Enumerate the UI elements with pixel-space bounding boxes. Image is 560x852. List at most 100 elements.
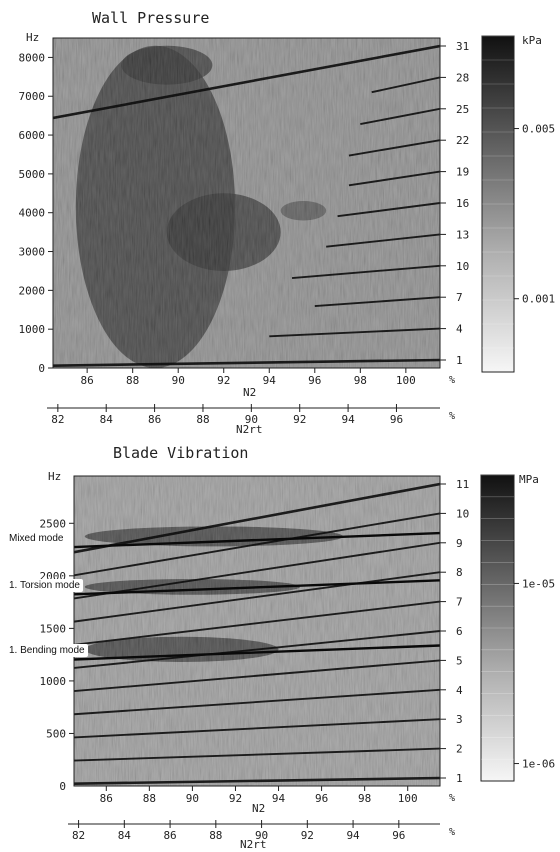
wall-pressure-y-unit: Hz xyxy=(26,31,39,44)
order-tick-label: 1 xyxy=(456,354,463,367)
x-tick-label: 88 xyxy=(143,792,156,805)
y-tick-label: 1000 xyxy=(40,675,67,688)
x-tick-label: 88 xyxy=(126,374,139,387)
engine-order-line xyxy=(74,747,440,762)
mode-label: Mixed mode xyxy=(6,532,67,546)
order-tick-label: 22 xyxy=(456,134,469,147)
x-tick-label: 100 xyxy=(396,374,416,387)
mode-line xyxy=(74,644,440,661)
mode-line xyxy=(74,531,440,549)
order-tick-label: 9 xyxy=(456,537,463,550)
colorbar-tick-label: 0.005 xyxy=(522,123,555,136)
secondary-x-tick-label: 84 xyxy=(118,829,132,842)
order-tick-label: 3 xyxy=(456,713,463,726)
blade-vibration-chart: Blade Vibration Hz 50010001500200025000 … xyxy=(40,444,556,851)
engine-order-line xyxy=(74,776,440,785)
engine-order-line xyxy=(74,482,440,554)
blade-vibration-colorbar-unit: MPa xyxy=(519,473,539,486)
x-tick-label: 98 xyxy=(358,792,371,805)
order-tick-label: 25 xyxy=(456,103,469,116)
y-tick-label: 0 xyxy=(38,362,45,375)
y-tick-label: 8000 xyxy=(19,51,46,64)
wall-pressure-x-unit: % xyxy=(449,375,455,386)
order-tick-label: 10 xyxy=(456,507,469,520)
x-tick-label: 90 xyxy=(186,792,199,805)
blade-vibration-title: Blade Vibration xyxy=(113,444,248,462)
engine-order-line xyxy=(53,44,440,120)
order-tick-label: 7 xyxy=(456,291,463,304)
y-tick-label: 3000 xyxy=(19,246,46,259)
x-tick-label: 86 xyxy=(100,792,113,805)
order-tick-label: 4 xyxy=(456,684,463,697)
order-tick-label: 7 xyxy=(456,596,463,609)
engine-order-line xyxy=(74,600,440,646)
y-tick-label: 1500 xyxy=(40,622,67,635)
secondary-x-tick-label: 82 xyxy=(51,413,64,426)
wall-pressure-colorbar xyxy=(481,35,515,373)
x-tick-label: 94 xyxy=(263,374,277,387)
wall-pressure-colorbar-unit: kPa xyxy=(522,34,542,47)
secondary-x-tick-label: 88 xyxy=(209,829,222,842)
colorbar-tick-label: 1e-05 xyxy=(522,577,555,590)
y-tick-label: 7000 xyxy=(19,90,46,103)
secondary-x-tick-label: 96 xyxy=(392,829,405,842)
order-tick-label: 31 xyxy=(456,40,469,53)
wall-pressure-title: Wall Pressure xyxy=(92,9,209,27)
mode-line xyxy=(74,579,440,596)
y-tick-label: 0 xyxy=(59,780,66,793)
wall-pressure-chart: Wall Pressure Hz 0 1000 2000 3000 4000 5000 60… xyxy=(19,9,556,436)
secondary-x-tick-label: 96 xyxy=(390,413,403,426)
x-tick-label: 100 xyxy=(398,792,418,805)
engine-order-line xyxy=(74,512,440,577)
secondary-x-tick-label: 86 xyxy=(148,413,161,426)
order-tick-label: 28 xyxy=(456,71,469,84)
engine-order-line xyxy=(74,659,440,693)
order-tick-label: 2 xyxy=(456,743,463,756)
engine-order-line xyxy=(348,170,440,187)
blade-vibration-x-unit: % xyxy=(449,793,455,804)
engine-order-line xyxy=(326,233,440,248)
x-tick-label: 86 xyxy=(81,374,94,387)
order-tick-label: 11 xyxy=(456,478,469,491)
engine-order-line xyxy=(74,718,440,739)
engine-order-line xyxy=(74,688,440,716)
engine-order-line xyxy=(74,630,440,669)
order-tick-label: 6 xyxy=(456,625,463,638)
blade-vibration-xlabel: N2 xyxy=(252,802,265,815)
y-tick-label: 2500 xyxy=(40,517,67,530)
blade-vibration-colorbar xyxy=(480,474,515,782)
secondary-x-tick-label: 90 xyxy=(245,413,258,426)
x-tick-label: 90 xyxy=(172,374,185,387)
y-tick-label: 4000 xyxy=(19,207,46,220)
wall-pressure-plot-area xyxy=(53,38,440,368)
blade-vibration-x2-unit: % xyxy=(449,827,455,838)
order-tick-label: 13 xyxy=(456,228,469,241)
secondary-x-tick-label: 86 xyxy=(163,829,176,842)
order-tick-label: 4 xyxy=(456,323,463,336)
engine-order-line xyxy=(74,571,440,623)
mode-label: 1. Torsion mode xyxy=(6,579,83,593)
colorbar-tick-label: 0.001 xyxy=(522,293,555,306)
secondary-x-tick-label: 82 xyxy=(72,829,85,842)
mode-label: 1. Bending mode xyxy=(6,644,88,658)
secondary-x-tick-label: 92 xyxy=(293,413,306,426)
secondary-x-tick-label: 90 xyxy=(255,829,268,842)
order-tick-label: 8 xyxy=(456,566,463,579)
order-tick-label: 5 xyxy=(456,654,463,667)
wall-pressure-noise xyxy=(53,38,440,368)
y-tick-label: 500 xyxy=(46,727,66,740)
secondary-x-tick-label: 94 xyxy=(341,413,355,426)
engine-order-line xyxy=(53,358,440,367)
secondary-x-tick-label: 88 xyxy=(196,413,209,426)
engine-order-line xyxy=(337,202,440,218)
blade-vibration-plot-area xyxy=(74,476,440,786)
x-tick-label: 92 xyxy=(217,374,230,387)
secondary-x-tick-label: 94 xyxy=(346,829,360,842)
order-tick-label: 1 xyxy=(456,772,463,785)
engine-order-line xyxy=(269,327,440,338)
x-tick-label: 92 xyxy=(229,792,242,805)
x-tick-label: 94 xyxy=(272,792,286,805)
colorbar-tick-label: 1e-06 xyxy=(522,758,555,771)
wall-pressure-xlabel: N2 xyxy=(243,386,256,399)
secondary-x-tick-label: 92 xyxy=(301,829,314,842)
